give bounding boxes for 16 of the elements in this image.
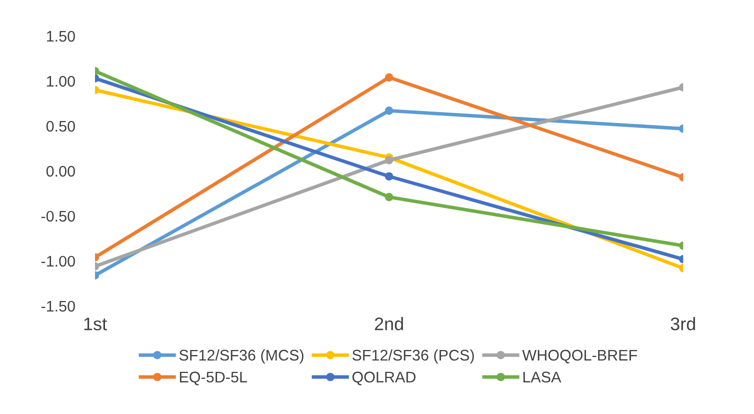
legend-label: LASA <box>523 372 562 382</box>
y-tick-label: -1.50 <box>41 300 75 312</box>
y-tick-label: 1.00 <box>46 76 75 87</box>
x-tick-label: 3rd <box>670 317 696 330</box>
legend-label: EQ-5D-5L <box>180 372 247 386</box>
legend-label: WHOQOL-BREF <box>522 350 637 364</box>
legend-label: SF12/SF36 (PCS) <box>352 349 474 364</box>
x-tick-label: 1st <box>84 318 107 330</box>
legend-label: SF12/SF36 (MCS) <box>179 349 304 364</box>
x-tick-label: 2nd <box>374 317 403 330</box>
y-tick-label: -1.00 <box>41 256 75 267</box>
y-tick-label: -0.50 <box>41 210 75 222</box>
legend-label: QOLRAD <box>352 372 416 386</box>
y-tick-label: 0.00 <box>46 166 75 177</box>
y-tick-label: 0.50 <box>46 120 75 132</box>
y-tick-label: 1.50 <box>46 30 75 42</box>
